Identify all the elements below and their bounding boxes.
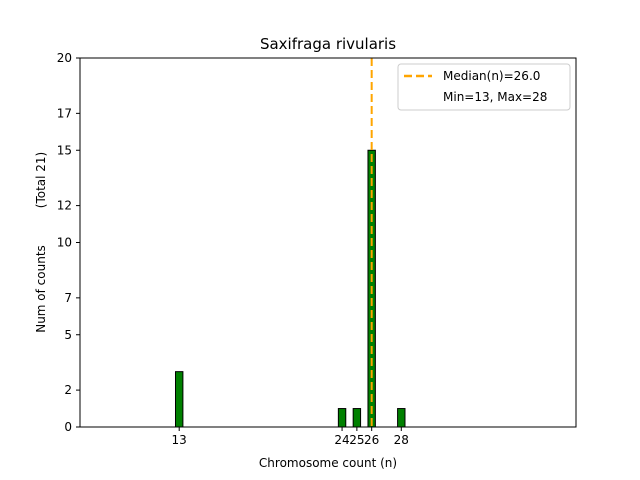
bar-24 bbox=[337, 408, 347, 428]
y-axis-label: Num of counts bbox=[34, 245, 48, 333]
y-tick-label-5: 5 bbox=[64, 328, 72, 342]
chart-title: Saxifraga rivularis bbox=[260, 35, 396, 53]
y-tick-label-17: 17 bbox=[57, 106, 72, 120]
x-tick-label-26: 26 bbox=[364, 433, 379, 447]
x-tick-label-13: 13 bbox=[172, 433, 187, 447]
x-tick-label-28: 28 bbox=[394, 433, 409, 447]
legend-range-label: Min=13, Max=28 bbox=[443, 90, 547, 104]
y-tick-label-2: 2 bbox=[64, 383, 72, 397]
y-tick-label-10: 10 bbox=[57, 236, 72, 250]
y-axis-total-label: (Total 21) bbox=[34, 152, 48, 208]
x-axis-label: Chromosome count (n) bbox=[259, 456, 397, 470]
y-tick-label-20: 20 bbox=[57, 51, 72, 65]
legend-median-label: Median(n)=26.0 bbox=[443, 69, 540, 83]
y-tick-label-7: 7 bbox=[64, 291, 72, 305]
bar-28 bbox=[397, 408, 406, 428]
y-tick-label-12: 12 bbox=[57, 199, 72, 213]
legend: Median(n)=26.0 Min=13, Max=28 bbox=[397, 63, 571, 111]
legend-box bbox=[397, 63, 571, 111]
bar-13 bbox=[174, 371, 184, 428]
bar-25 bbox=[352, 408, 362, 428]
x-tick-label-25: 25 bbox=[349, 433, 364, 447]
y-tick-label-15: 15 bbox=[57, 143, 72, 157]
y-tick-label-0: 0 bbox=[64, 420, 72, 434]
x-tick-label-24: 24 bbox=[334, 433, 349, 447]
plot-frame bbox=[79, 57, 577, 428]
